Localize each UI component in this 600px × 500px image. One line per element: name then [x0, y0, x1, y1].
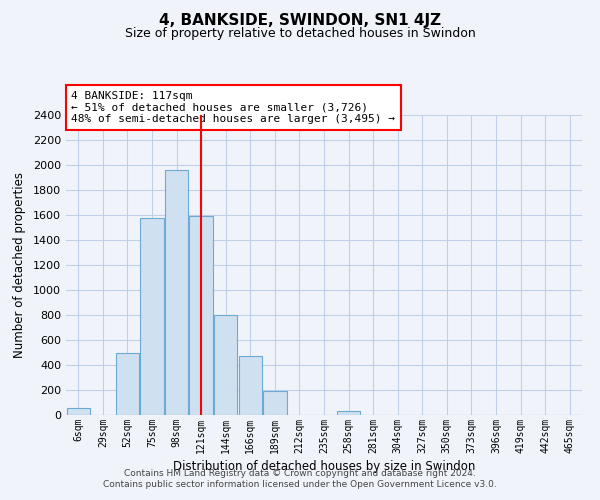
Bar: [140, 218, 164, 415]
Bar: [263, 391, 287, 415]
Text: 4 BANKSIDE: 117sqm
← 51% of detached houses are smaller (3,726)
48% of semi-deta: 4 BANKSIDE: 117sqm ← 51% of detached hou…: [71, 91, 395, 124]
Y-axis label: Number of detached properties: Number of detached properties: [13, 172, 26, 358]
Text: Size of property relative to detached houses in Swindon: Size of property relative to detached ho…: [125, 28, 475, 40]
X-axis label: Distribution of detached houses by size in Swindon: Distribution of detached houses by size …: [173, 460, 475, 473]
Bar: [214, 315, 238, 415]
Text: Contains public sector information licensed under the Open Government Licence v3: Contains public sector information licen…: [103, 480, 497, 489]
Bar: [67, 408, 90, 415]
Bar: [190, 216, 213, 415]
Text: 4, BANKSIDE, SWINDON, SN1 4JZ: 4, BANKSIDE, SWINDON, SN1 4JZ: [159, 12, 441, 28]
Bar: [337, 411, 360, 415]
Bar: [116, 352, 139, 415]
Bar: [165, 170, 188, 415]
Bar: [239, 356, 262, 415]
Text: Contains HM Land Registry data © Crown copyright and database right 2024.: Contains HM Land Registry data © Crown c…: [124, 468, 476, 477]
